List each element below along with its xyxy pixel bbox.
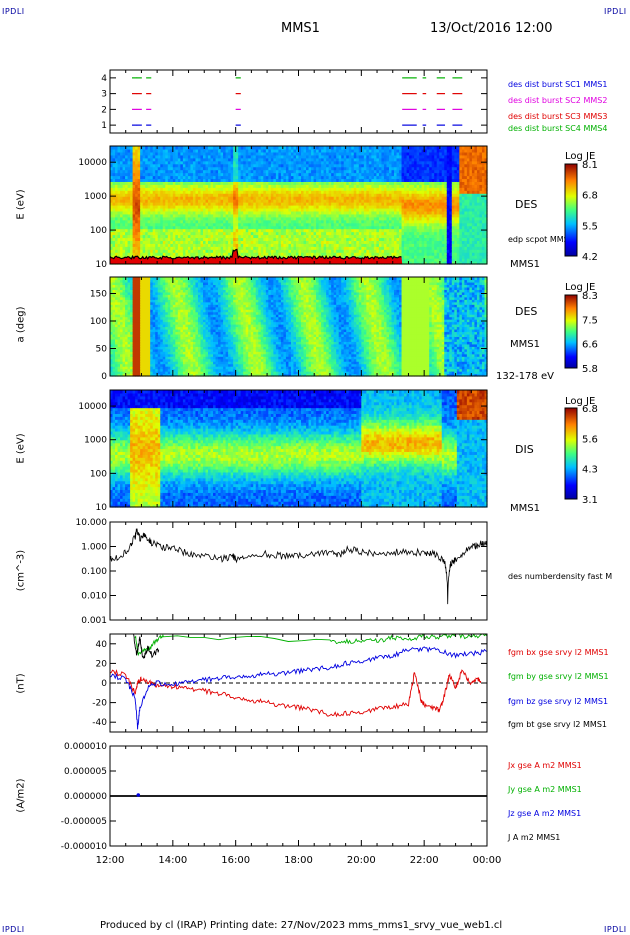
multi-panel-plot: 4321100001000100108.16.85.54.21501005008… (0, 0, 630, 934)
des-energy-heatmap (110, 146, 488, 265)
